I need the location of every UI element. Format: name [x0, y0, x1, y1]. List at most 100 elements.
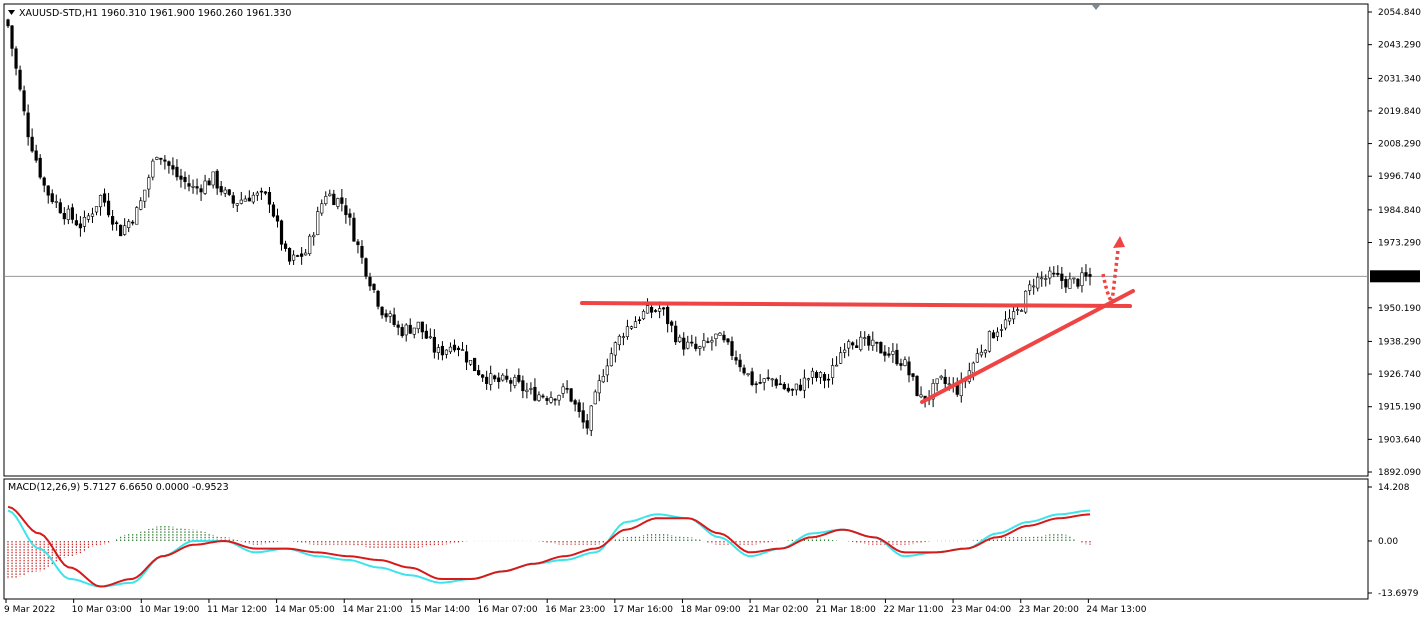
candle-body: [1015, 309, 1020, 311]
candle-body: [645, 305, 650, 314]
candle-body: [428, 336, 432, 339]
candle-body: [702, 340, 706, 348]
candle-body: [215, 170, 219, 189]
candle-body: [74, 220, 78, 226]
candle-body: [674, 325, 678, 343]
candle-body: [159, 157, 163, 160]
time-tick-label: 21 Mar 02:00: [748, 605, 808, 615]
macd-pane[interactable]: [3, 478, 1369, 600]
annotation-layer: [580, 236, 1135, 404]
candle-body: [356, 241, 360, 246]
price-tick-label: 1915.190: [1378, 403, 1421, 413]
candle-body: [517, 374, 521, 382]
candle-body: [14, 48, 18, 69]
candle-body: [123, 225, 127, 235]
candle-body: [662, 307, 666, 310]
candle-body: [513, 377, 517, 386]
candle-body: [682, 337, 686, 350]
candle-body: [919, 394, 923, 398]
candle-body: [670, 321, 674, 326]
chart-shift-marker-icon[interactable]: [1092, 5, 1100, 10]
candle-body: [617, 335, 621, 346]
candle-body: [452, 344, 457, 351]
candle-body: [328, 193, 332, 197]
macd-tick-label: -13.6979: [1378, 589, 1419, 599]
candle-body: [110, 216, 115, 225]
macd-layer: [7, 505, 1091, 588]
candle-body: [432, 336, 436, 353]
candle-body: [987, 331, 992, 352]
time-tick-label: 10 Mar 19:00: [139, 605, 199, 615]
candle-body: [287, 248, 292, 262]
candle-body: [501, 374, 505, 381]
candle-body: [143, 189, 147, 202]
candle-body: [183, 176, 187, 183]
candle-body: [658, 308, 662, 312]
time-tick-label: 17 Mar 16:00: [613, 605, 673, 615]
candle-body: [834, 364, 839, 367]
candle-body: [851, 342, 855, 346]
price-tick-label: 1926.740: [1378, 370, 1421, 380]
candle-body: [621, 336, 626, 338]
time-tick-label: 10 Mar 03:00: [72, 605, 132, 615]
candle-body: [1080, 272, 1084, 286]
candle-body: [991, 332, 996, 339]
candle-body: [971, 362, 975, 374]
candle-body: [826, 378, 831, 381]
candle-body: [477, 370, 481, 376]
candle-body: [509, 380, 513, 384]
candle-body: [762, 378, 766, 383]
candle-body: [440, 345, 445, 356]
candle-body: [481, 374, 485, 378]
candle-body: [408, 324, 412, 334]
time-tick-label: 24 Mar 13:00: [1086, 605, 1146, 615]
candle-body: [782, 383, 786, 390]
candle-body: [758, 382, 762, 384]
collapse-triangle-icon[interactable]: [8, 10, 15, 15]
candle-body: [710, 340, 714, 343]
candle-body: [485, 376, 489, 384]
candle-body: [947, 383, 951, 386]
candle-body: [444, 349, 449, 355]
candle-body: [82, 217, 87, 227]
candle-body: [155, 157, 159, 160]
candle-body: [147, 177, 151, 190]
candle-body: [718, 332, 722, 336]
candle-body: [392, 314, 396, 325]
candle-body: [98, 195, 103, 208]
candle-body: [706, 341, 710, 343]
time-tick-label: 23 Mar 20:00: [1019, 605, 1079, 615]
candle-body: [778, 383, 782, 386]
candle-body: [1003, 319, 1008, 329]
candle-body: [340, 197, 344, 204]
candle-body: [308, 235, 312, 254]
candle-body: [400, 327, 404, 337]
price-layer: [4, 18, 1368, 437]
candle-body: [332, 193, 336, 206]
candle-body: [891, 350, 895, 355]
candle-body: [22, 90, 26, 112]
candle-body: [999, 329, 1004, 331]
candle-body: [171, 165, 175, 170]
candle-body: [818, 372, 823, 378]
candle-body: [372, 283, 376, 291]
price-pane[interactable]: [3, 3, 1369, 477]
candle-body: [10, 25, 14, 49]
candle-body: [364, 258, 368, 277]
candle-body: [521, 380, 525, 392]
candle-body: [336, 198, 340, 207]
candle-body: [18, 69, 22, 90]
candle-body: [66, 208, 70, 220]
candle-body: [625, 326, 630, 337]
candle-body: [843, 349, 847, 353]
candle-body: [191, 186, 195, 188]
candle-body: [1068, 278, 1072, 289]
resistance-line: [580, 301, 1132, 309]
candle-body: [380, 306, 384, 316]
candle-body: [86, 215, 91, 220]
candle-body: [199, 188, 203, 193]
candle-body: [227, 189, 231, 195]
candle-body: [806, 378, 811, 381]
candle-body: [263, 191, 268, 194]
